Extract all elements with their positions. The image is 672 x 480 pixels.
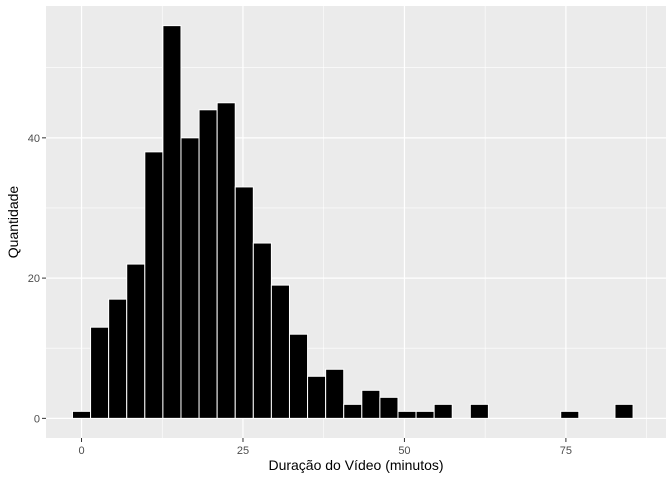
histogram-bar bbox=[252, 242, 272, 419]
histogram-bar bbox=[270, 284, 290, 419]
x-tick-label: 0 bbox=[78, 445, 84, 457]
x-tick-label: 25 bbox=[237, 445, 249, 457]
histogram-bar bbox=[180, 137, 200, 419]
histogram-bar bbox=[379, 396, 399, 419]
minor-gridlines bbox=[46, 6, 666, 438]
histogram-bar bbox=[198, 109, 218, 419]
histogram-bar bbox=[288, 333, 309, 419]
histogram-bar bbox=[560, 410, 580, 419]
x-tick-label: 75 bbox=[560, 445, 572, 457]
y-tick-label: 20 bbox=[28, 273, 40, 285]
histogram-bar bbox=[234, 186, 254, 419]
histogram-bar bbox=[433, 403, 453, 419]
histogram-bar bbox=[361, 389, 381, 419]
x-axis-title: Duração do Vídeo (minutos) bbox=[268, 457, 443, 473]
y-tick-label: 40 bbox=[28, 133, 40, 145]
histogram-bars bbox=[71, 25, 634, 419]
histogram-bar bbox=[614, 403, 634, 419]
histogram-bar bbox=[307, 375, 327, 419]
histogram-bar bbox=[343, 403, 363, 419]
histogram-bar bbox=[144, 151, 164, 419]
histogram-bar bbox=[90, 326, 110, 419]
histogram-bar bbox=[325, 368, 345, 419]
histogram-bar bbox=[216, 102, 236, 419]
histogram-bar bbox=[397, 410, 417, 419]
histogram-bar bbox=[469, 403, 489, 419]
histogram-bar bbox=[126, 263, 146, 419]
histogram-bar bbox=[71, 410, 92, 419]
histogram-bar bbox=[415, 410, 435, 419]
y-tick-label: 0 bbox=[34, 413, 40, 425]
x-axis-ticks: 0 25 50 75 bbox=[78, 438, 572, 457]
y-axis-title: Quantidade bbox=[5, 186, 21, 259]
histogram-bar bbox=[162, 25, 182, 419]
x-tick-label: 50 bbox=[398, 445, 410, 457]
y-axis-ticks: 0 20 40 bbox=[28, 133, 46, 425]
histogram-bar bbox=[108, 298, 128, 419]
